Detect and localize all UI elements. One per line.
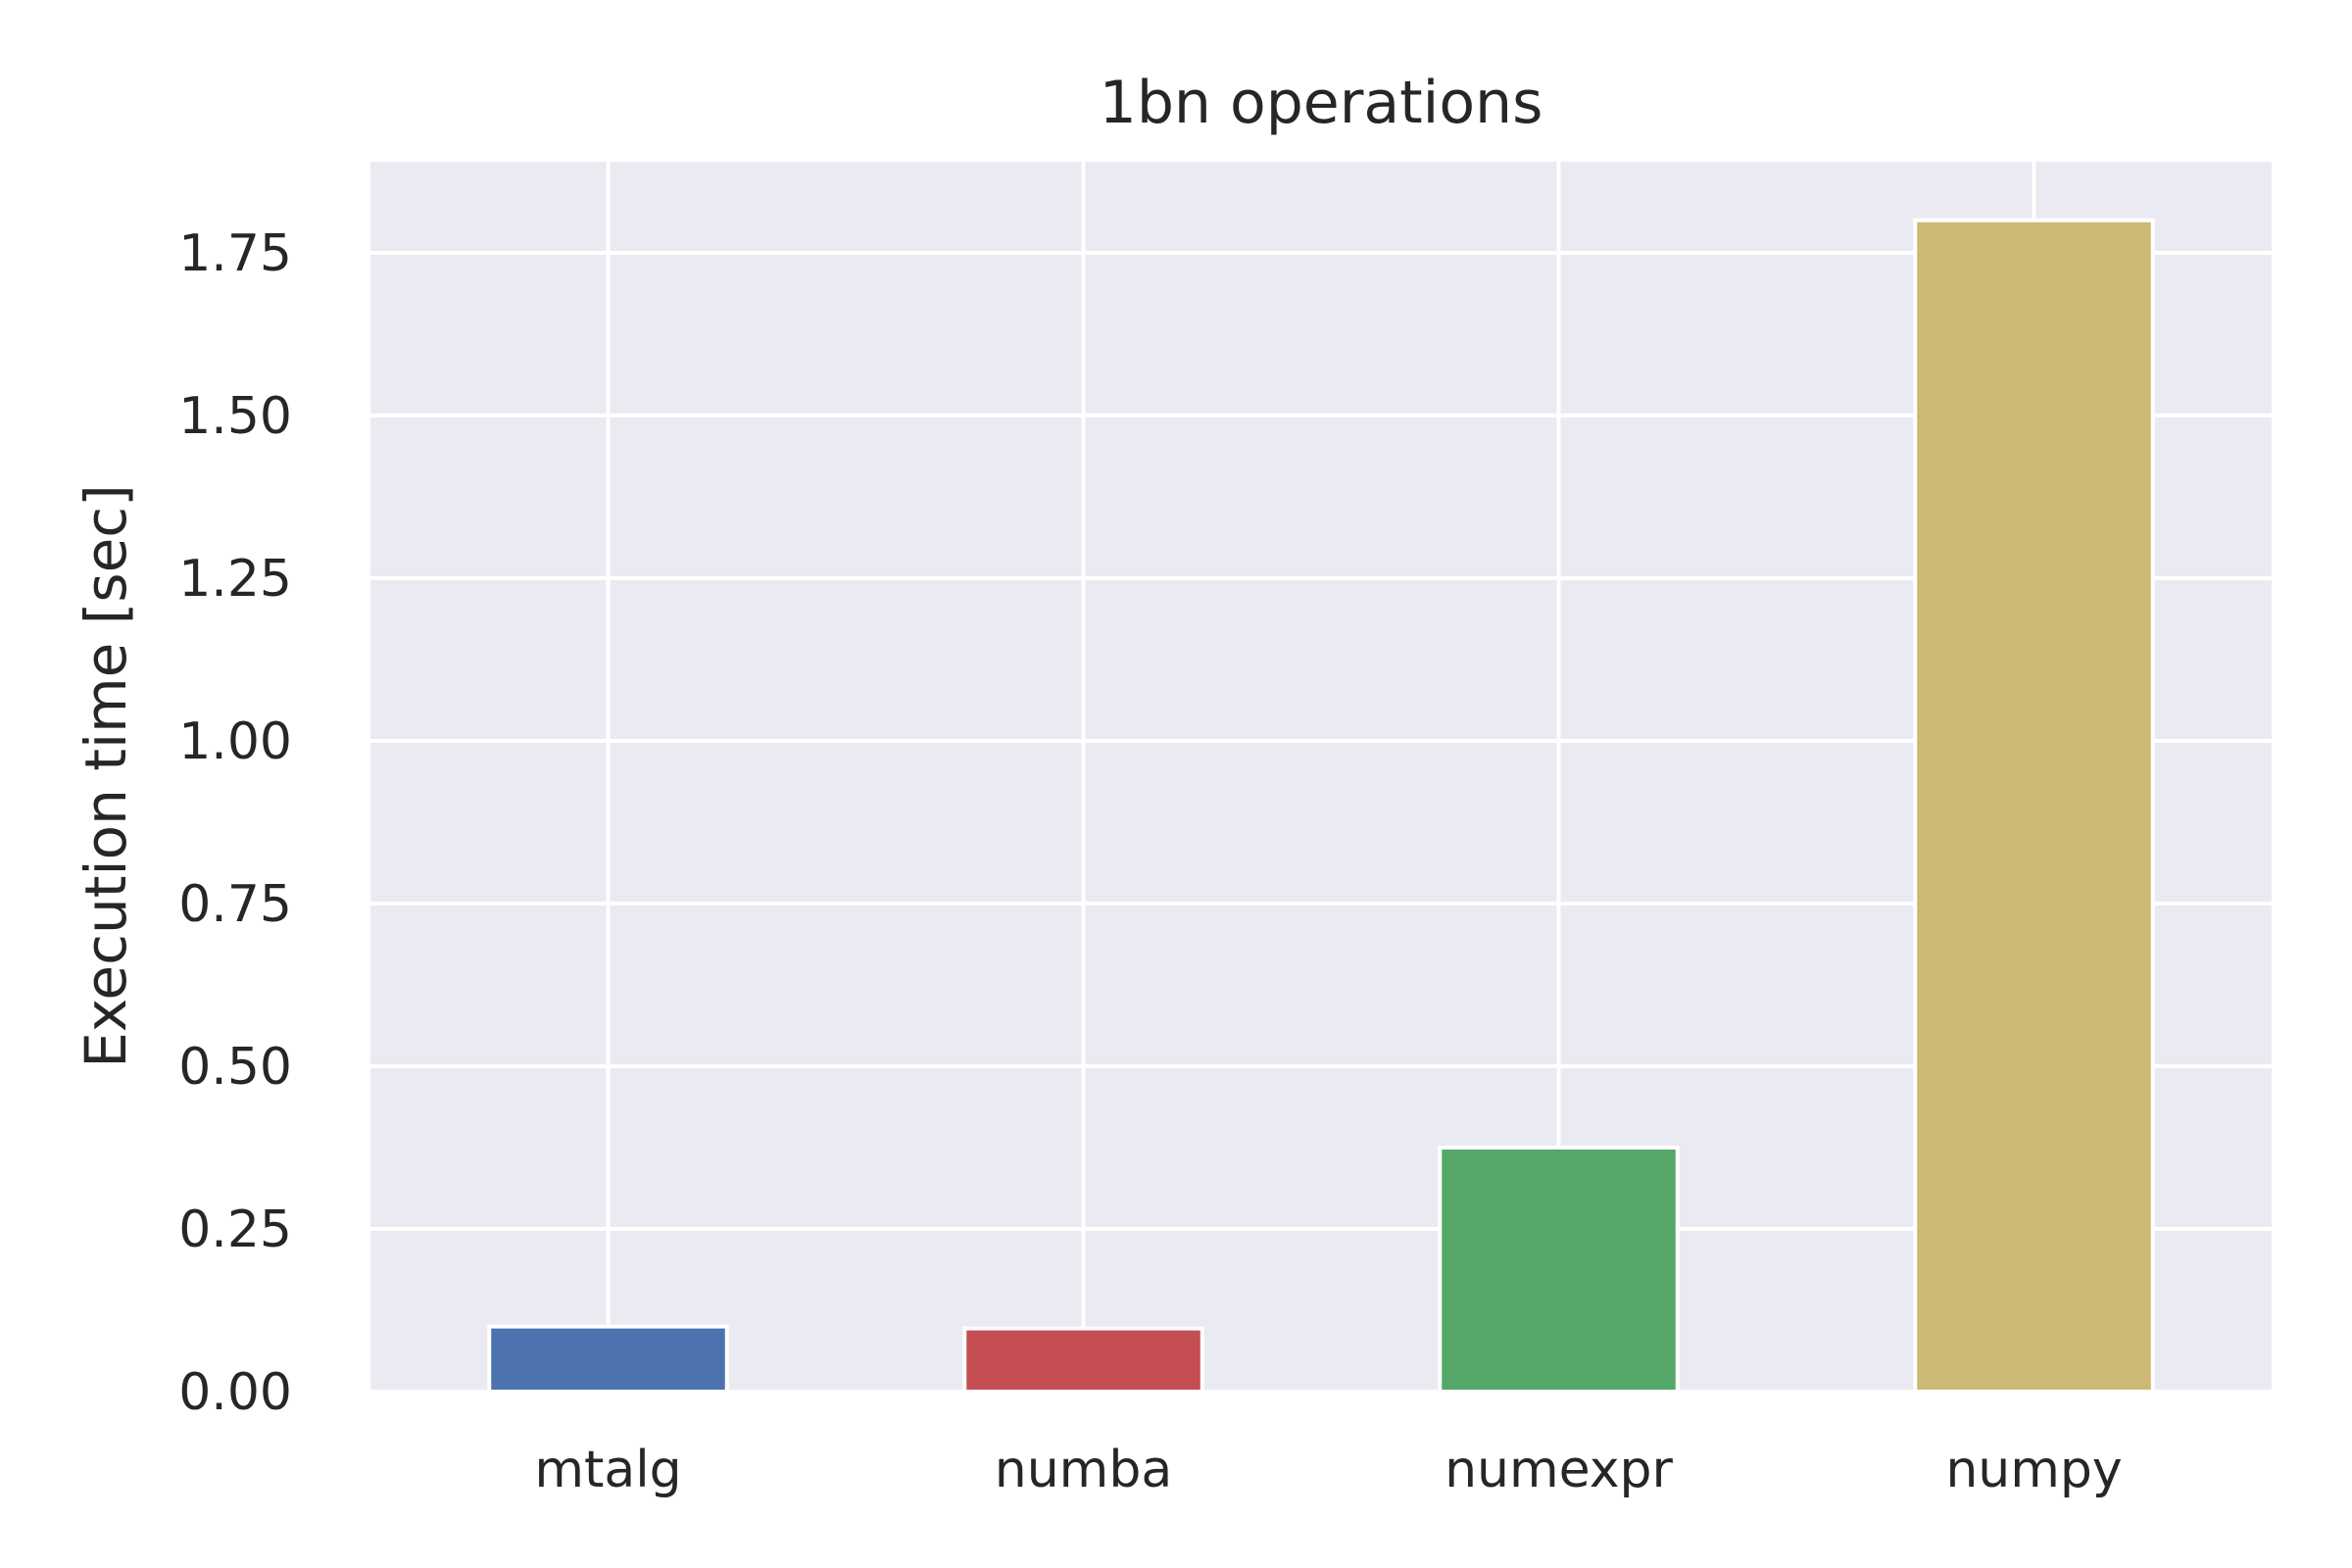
y-tick-label: 1.75 xyxy=(178,224,292,283)
y-tick-label: 0.75 xyxy=(178,875,292,934)
x-tick-label: mtalg xyxy=(534,1441,681,1499)
y-tick-labels: 0.00 0.25 0.50 0.75 1.00 1.25 1.50 1.75 xyxy=(178,224,292,1422)
bar-numpy xyxy=(1913,218,2155,1394)
x-tick-label: numpy xyxy=(1945,1441,2122,1499)
x-tick-labels: mtalg numba numexpr numpy xyxy=(534,1441,2122,1499)
y-tick-label: 1.00 xyxy=(178,712,292,771)
y-axis-label: Execution time [sec] xyxy=(73,484,139,1068)
y-tick-label: 0.50 xyxy=(178,1038,292,1097)
y-tick-label: 1.25 xyxy=(178,550,292,609)
y-tick-label: 0.25 xyxy=(178,1200,292,1259)
bars xyxy=(487,218,2155,1395)
bar-numba xyxy=(962,1326,1204,1395)
x-tick-label: numexpr xyxy=(1445,1441,1673,1499)
bar-mtalg xyxy=(487,1324,729,1395)
y-tick-label: 0.00 xyxy=(178,1363,292,1422)
bar-numexpr xyxy=(1438,1145,1680,1394)
chart-title: 1bn operations xyxy=(1100,69,1544,137)
x-tick-label: numba xyxy=(995,1441,1172,1499)
y-tick-label: 1.50 xyxy=(178,387,292,446)
